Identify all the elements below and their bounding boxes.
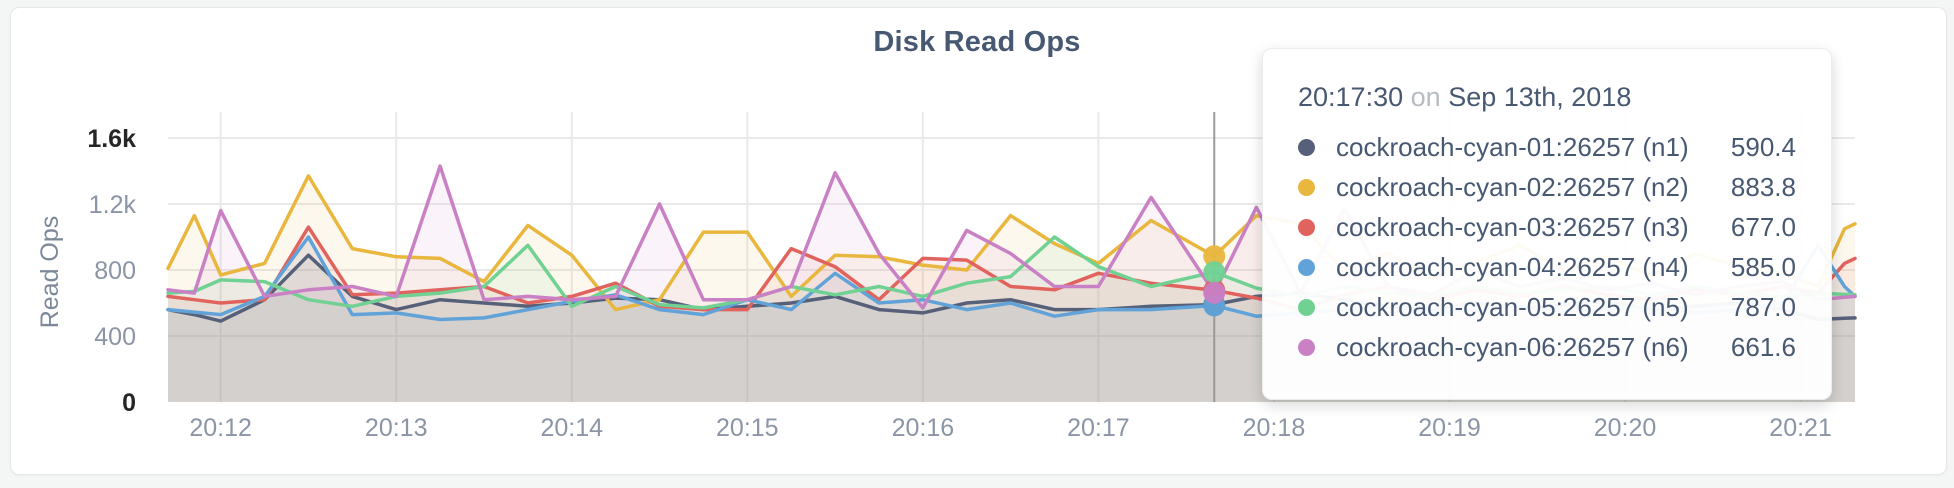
tooltip-row-n2: cockroach-cyan-02:26257 (n2) 883.8 — [1298, 167, 1796, 207]
x-tick-label: 20:15 — [716, 414, 779, 442]
tooltip-series-value: 883.8 — [1730, 171, 1796, 202]
tooltip-rows: cockroach-cyan-01:26257 (n1) 590.4 cockroa… — [1298, 127, 1796, 367]
y-tick-label: 1.2k — [89, 191, 137, 219]
tooltip-row-n3: cockroach-cyan-03:26257 (n3) 677.0 — [1298, 207, 1796, 247]
y-axis-label: Read Ops — [36, 216, 64, 329]
chart-title: Disk Read Ops — [873, 26, 1081, 58]
tooltip-row-n5: cockroach-cyan-05:26257 (n5) 787.0 — [1298, 287, 1796, 327]
series-color-dot-n4 — [1298, 258, 1315, 276]
x-tick-label: 20:18 — [1243, 414, 1306, 442]
x-tick-label: 20:20 — [1594, 414, 1657, 442]
x-tick-label: 20:17 — [1067, 414, 1130, 442]
series-color-dot-n1 — [1298, 138, 1315, 156]
tooltip-series-value: 677.0 — [1730, 211, 1796, 242]
tooltip-row-n1: cockroach-cyan-01:26257 (n1) 590.4 — [1298, 127, 1796, 167]
hover-dot-n6 — [1203, 281, 1226, 304]
tooltip-series-label: cockroach-cyan-03:26257 (n3) — [1336, 211, 1689, 242]
y-tick-label: 800 — [94, 257, 136, 285]
tooltip-header: 20:17:30 on Sep 13th, 2018 — [1298, 79, 1796, 115]
tooltip-series-label: cockroach-cyan-05:26257 (n5) — [1336, 291, 1689, 322]
tooltip-series-value: 585.0 — [1730, 251, 1796, 282]
tooltip-time: 20:17:30 — [1298, 82, 1404, 112]
chart-tooltip: 20:17:30 on Sep 13th, 2018 cockroach-cya… — [1262, 48, 1832, 400]
x-tick-label: 20:19 — [1418, 414, 1481, 442]
tooltip-date: Sep 13th, 2018 — [1448, 82, 1632, 112]
tooltip-series-label: cockroach-cyan-06:26257 (n6) — [1336, 331, 1689, 362]
tooltip-series-value: 661.6 — [1730, 331, 1796, 362]
tooltip-series-label: cockroach-cyan-04:26257 (n4) — [1336, 251, 1689, 282]
tooltip-series-label: cockroach-cyan-02:26257 (n2) — [1336, 171, 1689, 202]
series-color-dot-n6 — [1298, 338, 1315, 356]
tooltip-series-value: 787.0 — [1730, 291, 1796, 322]
y-tick-label: 0 — [122, 389, 136, 417]
x-tick-label: 20:16 — [892, 414, 955, 442]
series-color-dot-n5 — [1298, 298, 1315, 316]
tooltip-row-n4: cockroach-cyan-04:26257 (n4) 585.0 — [1298, 247, 1796, 287]
y-tick-label: 1.6k — [87, 125, 136, 153]
hover-dot-n2 — [1203, 245, 1226, 268]
tooltip-on-word: on — [1410, 82, 1441, 112]
series-color-dot-n3 — [1298, 218, 1315, 236]
tooltip-series-label: cockroach-cyan-01:26257 (n1) — [1336, 131, 1689, 162]
x-tick-label: 20:14 — [540, 414, 603, 442]
series-color-dot-n2 — [1298, 178, 1315, 196]
tooltip-series-value: 590.4 — [1730, 131, 1796, 162]
x-tick-label: 20:21 — [1769, 414, 1832, 442]
x-tick-label: 20:13 — [365, 414, 428, 442]
x-tick-label: 20:12 — [189, 414, 252, 442]
tooltip-row-n6: cockroach-cyan-06:26257 (n6) 661.6 — [1298, 327, 1796, 367]
y-tick-label: 400 — [94, 323, 136, 351]
hover-dot-n5 — [1203, 261, 1226, 284]
